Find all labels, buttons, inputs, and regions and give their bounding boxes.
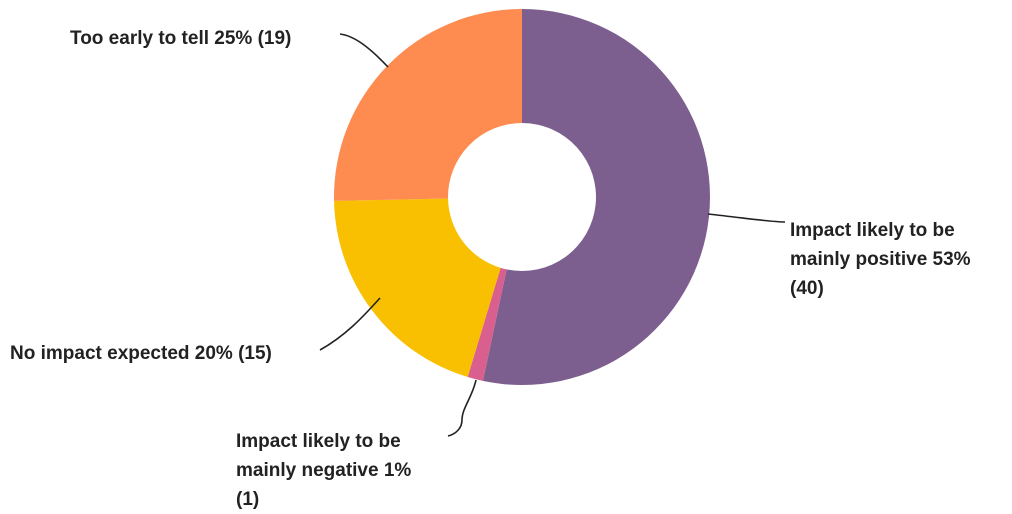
slice-label-too-early: Too early to tell 25% (19) <box>70 28 292 49</box>
slice-label-negative: Impact likely to be mainly negative 1% (… <box>236 431 412 510</box>
leader-line-no-impact <box>319 297 381 351</box>
leader-line-positive <box>707 213 786 223</box>
leader-line-too-early <box>339 33 389 68</box>
slice-negative <box>467 267 507 381</box>
slice-no-impact <box>334 198 501 377</box>
slice-label-no-impact: No impact expected 20% (15) <box>10 343 272 364</box>
leader-line-negative <box>447 379 477 437</box>
slice-positive <box>482 9 711 386</box>
slice-label-positive: Impact likely to be mainly positive 53% … <box>790 220 971 299</box>
slice-too-early <box>334 9 522 201</box>
